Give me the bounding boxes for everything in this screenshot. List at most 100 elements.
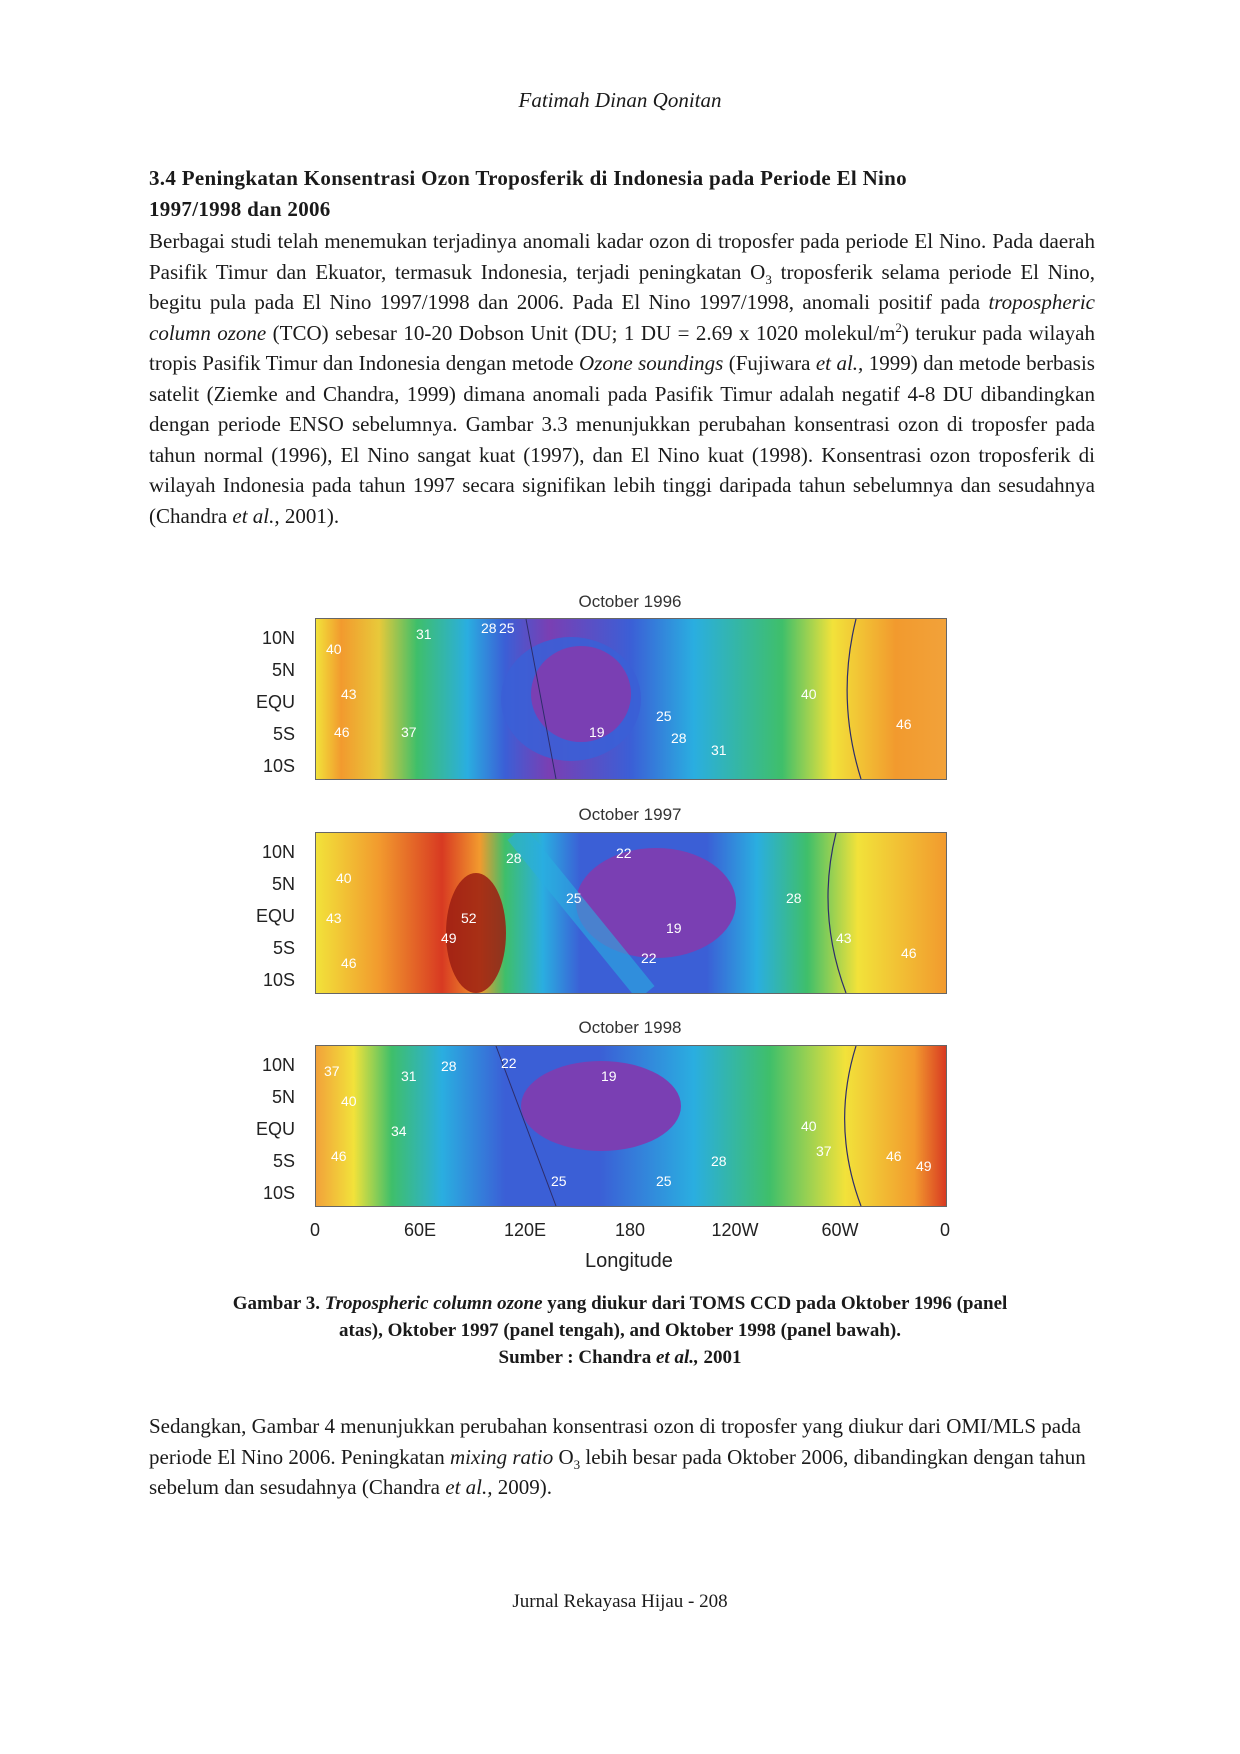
contour-label: 22 bbox=[616, 845, 632, 861]
contour-label: 28 bbox=[711, 1153, 727, 1169]
text-run: troposferik selama periode El Nino, begi… bbox=[149, 259, 1095, 315]
text-run: 1999) dan metode berbasis satelit (Ziemk… bbox=[149, 351, 1095, 528]
caption-source: Sumber : Chandra bbox=[498, 1347, 656, 1368]
contour-label: 40 bbox=[801, 686, 817, 702]
contour-label: 43 bbox=[326, 910, 342, 926]
text-run: Sedangkan, Gambar 4 menunjukkan perubaha… bbox=[149, 1414, 1081, 1469]
lat-label: 5S bbox=[272, 724, 295, 744]
ozone-map-1996: 40 43 46 37 31 28 25 19 25 28 31 40 46 bbox=[315, 618, 947, 780]
x-axis-title: Longitude bbox=[585, 1250, 673, 1272]
contour-label: 31 bbox=[401, 1068, 417, 1084]
contour-label: 28 bbox=[671, 730, 687, 746]
lat-label: 5N bbox=[271, 1087, 295, 1107]
contour-label: 40 bbox=[326, 641, 342, 657]
caption-text: yang diukur dari TOMS CCD pada Oktober 1… bbox=[542, 1293, 1008, 1314]
contour-label: 43 bbox=[836, 930, 852, 946]
lon-label: 180 bbox=[614, 1220, 646, 1240]
contour-label: 25 bbox=[551, 1173, 567, 1189]
italic-term: tropospheric column ozone bbox=[149, 290, 1095, 345]
caption-italic: Tropospheric column ozone bbox=[324, 1293, 543, 1314]
contour-label: 37 bbox=[816, 1143, 832, 1159]
section-heading: 3.4 Peningkatan Konsentrasi Ozon Troposf… bbox=[149, 163, 1099, 225]
lat-label: 10S bbox=[262, 1183, 295, 1203]
subscript: 3 bbox=[573, 1456, 581, 1472]
contour-label: 46 bbox=[886, 1148, 902, 1164]
section-number: 3.4 bbox=[149, 166, 177, 190]
text-run: (TCO) sebesar 10-20 Dobson Unit (DU; 1 D… bbox=[266, 320, 896, 345]
text-run: ) terukur pada wilayah tropis Pasifik Ti… bbox=[149, 320, 1095, 376]
lat-label: 5S bbox=[272, 938, 295, 958]
italic-term: et al., bbox=[815, 351, 864, 375]
lat-label: 5N bbox=[271, 660, 295, 680]
contour-label: 19 bbox=[666, 920, 682, 936]
contour-label: 43 bbox=[341, 686, 357, 702]
contour-label: 31 bbox=[711, 742, 727, 758]
text-run: O bbox=[553, 1444, 574, 1469]
lat-label: 10S bbox=[262, 970, 295, 990]
running-header-author: Fatimah Dinan Qonitan bbox=[518, 88, 722, 112]
contour-label: 28 bbox=[481, 620, 497, 636]
text-run: (Fujiwara bbox=[723, 351, 816, 375]
lon-label: 60E bbox=[403, 1220, 437, 1240]
contour-label: 28 bbox=[786, 890, 802, 906]
body-paragraph-2: Sedangkan, Gambar 4 menunjukkan perubaha… bbox=[149, 1411, 1095, 1503]
panel-title-1998: October 1998 bbox=[578, 1018, 682, 1037]
contour-label: 49 bbox=[441, 930, 457, 946]
contour-label: 22 bbox=[501, 1055, 517, 1071]
caption-text: atas), Oktober 1997 (panel tengah), and … bbox=[339, 1320, 901, 1341]
text-run: 2001). bbox=[279, 503, 340, 528]
contour-label: 19 bbox=[589, 724, 605, 740]
lon-label: 120W bbox=[711, 1220, 759, 1240]
contour-label: 52 bbox=[461, 910, 477, 926]
contour-label: 19 bbox=[601, 1068, 617, 1084]
contour-label: 40 bbox=[801, 1118, 817, 1134]
italic-term: et al., bbox=[232, 503, 280, 528]
contour-label: 25 bbox=[566, 890, 582, 906]
contour-label: 37 bbox=[324, 1063, 340, 1079]
caption-source-year: 2001 bbox=[698, 1347, 742, 1368]
contour-label: 25 bbox=[499, 620, 515, 636]
contour-label: 22 bbox=[641, 950, 657, 966]
lon-label: 60W bbox=[821, 1220, 859, 1240]
contour-label: 25 bbox=[656, 1173, 672, 1189]
text-run: lebih besar pada Oktober 2006, dibanding… bbox=[149, 1444, 1086, 1500]
section-title-line1: Peningkatan Konsentrasi Ozon Troposferik… bbox=[181, 166, 907, 190]
page-footer: Jurnal Rekayasa Hijau - 208 bbox=[512, 1591, 728, 1612]
contour-label: 25 bbox=[656, 708, 672, 724]
body-paragraph-1: Berbagai studi telah menemukan terjadiny… bbox=[149, 226, 1095, 531]
contour-label: 40 bbox=[336, 870, 352, 886]
lat-label: 10N bbox=[261, 842, 295, 862]
lat-label: 10N bbox=[261, 628, 295, 648]
section-title-line2: 1997/1998 dan 2006 bbox=[149, 197, 331, 221]
caption-prefix: Gambar 3. bbox=[232, 1293, 325, 1314]
italic-term: Ozone soundings bbox=[579, 351, 724, 375]
lat-label: EQU bbox=[255, 692, 295, 712]
contour-label: 37 bbox=[401, 724, 417, 740]
contour-label: 31 bbox=[416, 626, 432, 642]
contour-label: 28 bbox=[441, 1058, 457, 1074]
lat-label: EQU bbox=[255, 906, 295, 926]
subscript: 3 bbox=[765, 271, 772, 287]
italic-term: mixing ratio bbox=[449, 1444, 554, 1469]
contour-label: 46 bbox=[896, 716, 912, 732]
lat-label: 5N bbox=[271, 874, 295, 894]
ozone-map-1997: 40 43 46 49 52 28 25 22 19 22 28 43 46 bbox=[315, 832, 947, 994]
caption-source-italic: et al., bbox=[655, 1347, 699, 1368]
lon-label: 120E bbox=[503, 1220, 547, 1240]
contour-label: 46 bbox=[331, 1148, 347, 1164]
contour-label: 46 bbox=[901, 945, 917, 961]
contour-label: 34 bbox=[391, 1123, 407, 1139]
lat-label: 10N bbox=[261, 1055, 295, 1075]
ozone-figure: October 1996 10N 5N EQU 5S 10S bbox=[255, 590, 995, 1290]
contour-label: 46 bbox=[341, 955, 357, 971]
figure-caption: Gambar 3. Tropospheric column ozone yang… bbox=[130, 1290, 1110, 1371]
panel-title-1997: October 1997 bbox=[578, 805, 682, 824]
contour-label: 40 bbox=[341, 1093, 357, 1109]
lat-label: EQU bbox=[255, 1119, 295, 1139]
italic-term: et al., bbox=[445, 1475, 493, 1499]
lat-label: 5S bbox=[272, 1151, 295, 1171]
contour-label: 49 bbox=[916, 1158, 932, 1174]
lon-label: 0 bbox=[939, 1220, 950, 1240]
lon-label: 0 bbox=[309, 1220, 320, 1240]
